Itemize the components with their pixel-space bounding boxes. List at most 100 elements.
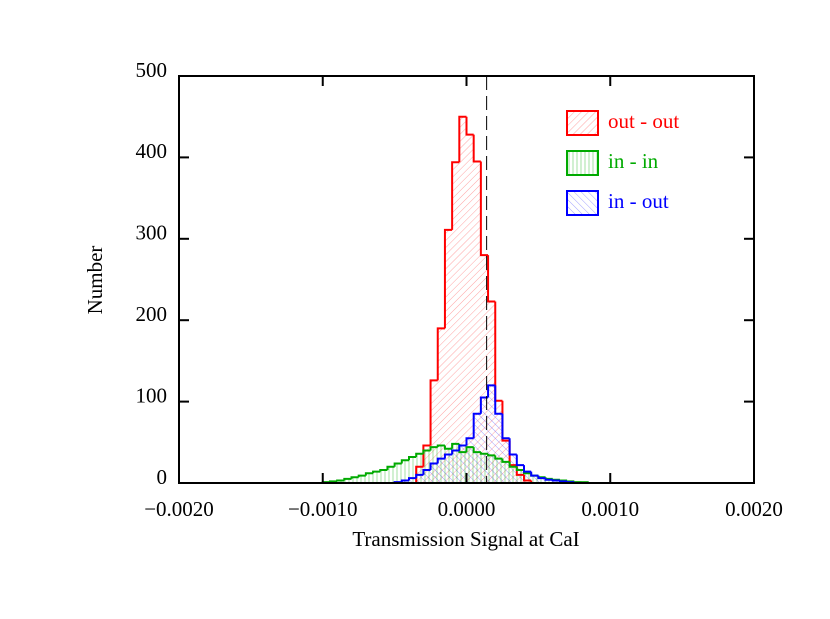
histogram-bar bbox=[401, 480, 409, 483]
histogram-step bbox=[458, 115, 467, 163]
histogram-step bbox=[544, 477, 553, 480]
histogram-bar bbox=[409, 456, 417, 483]
histogram-step bbox=[551, 479, 560, 482]
y-axis-label: Number bbox=[83, 246, 107, 315]
histogram-step bbox=[465, 437, 474, 446]
histogram-step bbox=[408, 455, 417, 461]
histogram-bar bbox=[466, 438, 474, 483]
histogram-bar bbox=[473, 413, 481, 483]
y-tick-label: 400 bbox=[136, 139, 168, 163]
histogram-bar bbox=[423, 469, 431, 483]
histogram-bar bbox=[437, 458, 445, 483]
histogram-bar bbox=[401, 460, 409, 483]
legend-swatch bbox=[566, 150, 599, 176]
histogram-step bbox=[479, 452, 489, 455]
histogram-step bbox=[472, 134, 481, 163]
histogram-step bbox=[393, 462, 402, 467]
histogram-step bbox=[537, 475, 546, 479]
y-tick-label: 0 bbox=[157, 465, 168, 489]
histogram-bar bbox=[459, 445, 467, 483]
legend-swatch-fill bbox=[567, 111, 598, 135]
histogram-bar bbox=[437, 328, 445, 483]
histogram-bar bbox=[387, 466, 395, 483]
histogram-step bbox=[494, 301, 503, 402]
x-tick-label: 0.0000 bbox=[438, 497, 496, 521]
histogram-step bbox=[530, 471, 539, 477]
histogram-step bbox=[364, 472, 374, 476]
histogram-step bbox=[472, 447, 481, 454]
histogram-step bbox=[465, 116, 474, 136]
histogram-bar bbox=[509, 454, 517, 483]
histogram-bar bbox=[430, 380, 438, 483]
histogram-step bbox=[429, 379, 438, 446]
histogram-step bbox=[422, 449, 431, 454]
histogram-bar bbox=[344, 478, 352, 483]
histogram-step bbox=[487, 384, 496, 398]
histogram-bar bbox=[545, 479, 553, 483]
histogram-bar bbox=[552, 480, 560, 483]
histogram-step bbox=[415, 452, 424, 457]
histogram-step bbox=[429, 462, 438, 470]
histogram-step bbox=[494, 385, 503, 415]
histogram-step bbox=[436, 444, 445, 448]
histogram-step bbox=[487, 453, 496, 457]
legend-label: out - out bbox=[608, 109, 679, 133]
x-tick-label: 0.0010 bbox=[581, 497, 639, 521]
histogram-bar bbox=[480, 397, 489, 483]
histogram-step bbox=[350, 476, 359, 479]
y-tick-label: 100 bbox=[136, 383, 168, 407]
histogram-bar bbox=[380, 469, 388, 483]
histogram-bar bbox=[524, 471, 532, 483]
histogram-step bbox=[400, 459, 409, 464]
histogram-step bbox=[436, 457, 445, 464]
histogram-step bbox=[443, 453, 453, 459]
histogram-bar bbox=[358, 475, 366, 483]
histogram-step bbox=[465, 446, 474, 453]
histogram-bar bbox=[480, 255, 489, 483]
histogram-bar bbox=[488, 385, 496, 483]
histogram-step bbox=[415, 473, 424, 479]
histogram-bar bbox=[459, 116, 467, 483]
y-tick-label: 500 bbox=[136, 58, 168, 82]
histogram-step bbox=[494, 455, 503, 460]
histogram-step bbox=[443, 228, 453, 329]
histogram-step bbox=[544, 478, 553, 481]
histogram-step bbox=[443, 445, 453, 450]
legend-swatch bbox=[566, 190, 599, 216]
histogram-bar bbox=[430, 463, 438, 483]
histogram-step bbox=[523, 465, 532, 473]
histogram-step bbox=[523, 474, 532, 482]
histogram-step bbox=[515, 454, 524, 467]
legend-label: in - out bbox=[608, 189, 669, 213]
histogram-bar bbox=[466, 134, 474, 483]
histogram-step bbox=[400, 479, 409, 483]
legend-swatch-fill bbox=[567, 151, 598, 175]
histogram-step bbox=[343, 477, 352, 481]
histogram-bar bbox=[337, 480, 345, 483]
histogram-step bbox=[508, 438, 517, 456]
histogram-step bbox=[372, 470, 381, 474]
histogram-bar bbox=[473, 161, 481, 483]
histogram-bar bbox=[409, 478, 417, 483]
histogram-step bbox=[451, 161, 460, 230]
y-tick-label: 300 bbox=[136, 221, 168, 245]
histogram-step bbox=[328, 480, 338, 483]
histogram-step bbox=[487, 255, 496, 303]
histogram-step bbox=[379, 468, 388, 472]
legend-swatch bbox=[566, 110, 599, 136]
histogram-bar bbox=[495, 413, 503, 483]
histogram-step bbox=[357, 474, 366, 478]
histogram-bar bbox=[452, 162, 460, 483]
histogram-step bbox=[436, 327, 445, 381]
histogram-step bbox=[336, 479, 345, 482]
histogram-bar bbox=[531, 475, 539, 483]
histogram-step bbox=[429, 446, 438, 451]
histogram-bar bbox=[373, 471, 381, 483]
histogram-step bbox=[408, 477, 417, 481]
histogram-bar bbox=[444, 229, 453, 483]
histogram-step bbox=[537, 475, 546, 480]
histogram-bar bbox=[538, 478, 546, 483]
histogram-bar bbox=[394, 463, 402, 483]
